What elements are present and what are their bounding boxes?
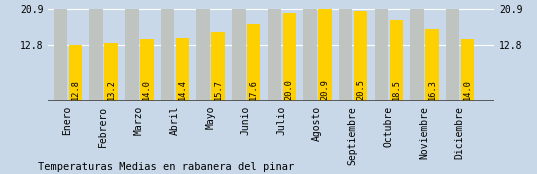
Bar xyxy=(247,24,260,101)
Text: 18.5: 18.5 xyxy=(392,79,401,100)
Bar xyxy=(410,9,424,101)
Bar xyxy=(267,9,281,101)
Bar xyxy=(446,9,460,101)
Bar xyxy=(375,9,388,101)
Bar xyxy=(211,32,225,101)
Bar xyxy=(339,9,352,101)
Bar xyxy=(425,29,439,101)
Text: 12.8: 12.8 xyxy=(71,79,80,100)
Text: 14.4: 14.4 xyxy=(178,79,187,100)
Text: 20.5: 20.5 xyxy=(356,79,365,100)
Text: 20.9: 20.9 xyxy=(321,79,330,100)
Bar xyxy=(176,38,189,101)
Bar xyxy=(232,9,245,101)
Bar xyxy=(354,11,367,101)
Bar xyxy=(140,39,154,101)
Bar xyxy=(303,9,317,101)
Bar xyxy=(69,45,82,101)
Bar xyxy=(104,43,118,101)
Bar xyxy=(54,9,67,101)
Bar xyxy=(197,9,210,101)
Bar xyxy=(89,9,103,101)
Bar xyxy=(461,39,474,101)
Text: 20.0: 20.0 xyxy=(285,79,294,100)
Bar xyxy=(318,9,332,101)
Bar xyxy=(125,9,139,101)
Bar xyxy=(161,9,174,101)
Bar xyxy=(282,13,296,101)
Text: 14.0: 14.0 xyxy=(463,79,472,100)
Text: 17.6: 17.6 xyxy=(249,79,258,100)
Text: 15.7: 15.7 xyxy=(214,79,222,100)
Text: Temperaturas Medias en rabanera del pinar: Temperaturas Medias en rabanera del pina… xyxy=(38,162,294,172)
Text: 14.0: 14.0 xyxy=(142,79,151,100)
Bar xyxy=(389,20,403,101)
Text: 16.3: 16.3 xyxy=(427,79,437,100)
Text: 13.2: 13.2 xyxy=(106,79,115,100)
